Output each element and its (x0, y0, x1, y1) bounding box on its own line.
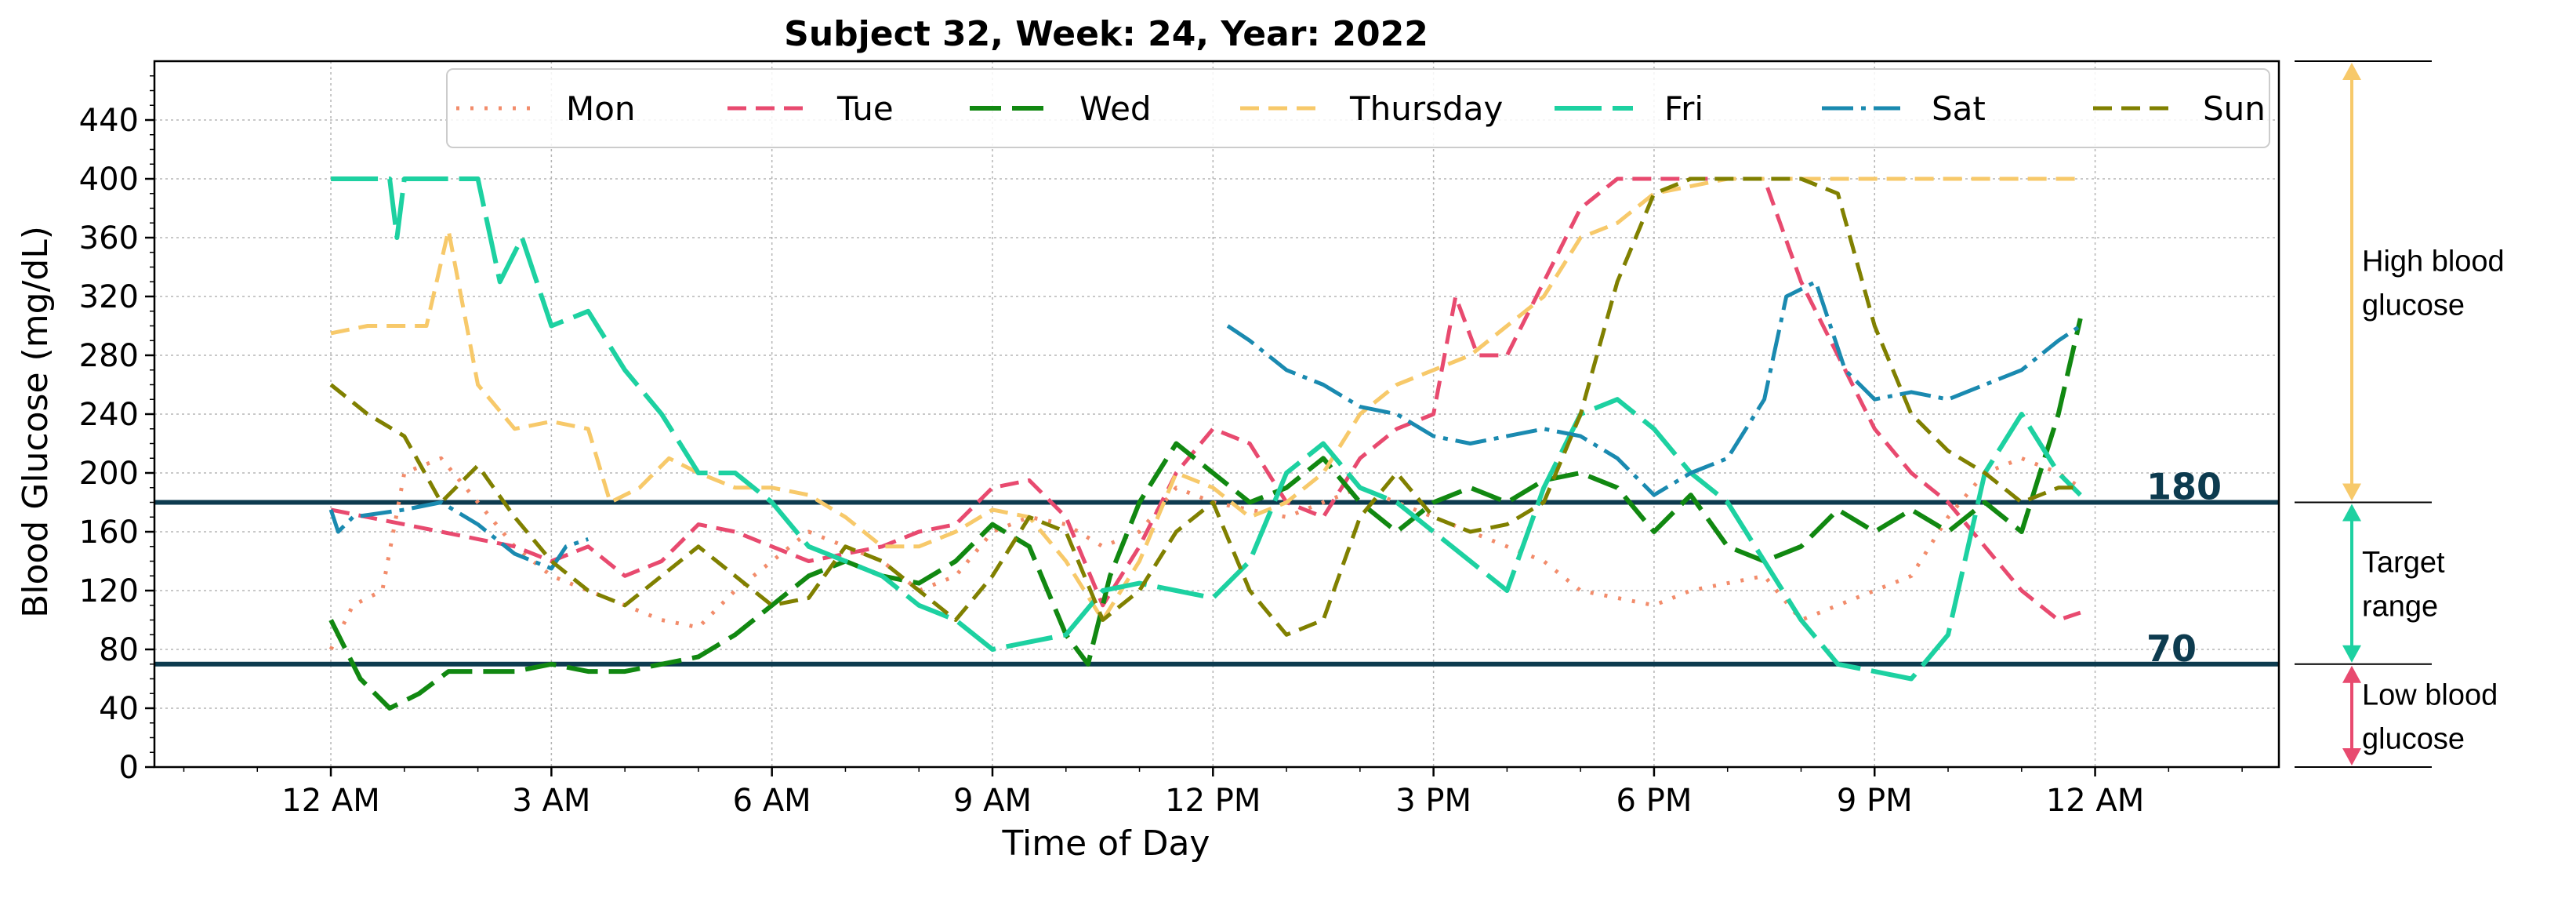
y-tick-label-8: 320 (79, 279, 139, 315)
legend-label-sun: Sun (2203, 89, 2266, 128)
y-tick-label-1: 40 (99, 691, 139, 727)
series-line-tue (330, 176, 2081, 622)
reference-label-70: 70 (2146, 627, 2197, 670)
legend-label-mon: Mon (566, 89, 636, 128)
legend: Mon Tue Wed Thursday Fri Sat Sun (446, 68, 2270, 148)
x-tick-label-6: 6 PM (1616, 783, 1693, 819)
y-tick-label-0: 0 (119, 750, 139, 786)
series-group (328, 176, 2083, 711)
range-arrow-head-top-0 (2342, 63, 2361, 80)
range-annotations: High blood glucose Target range Low blood glu… (2295, 60, 2505, 768)
grid (154, 61, 2279, 768)
x-tick-label-8: 12 AM (2046, 783, 2145, 819)
range-arrow-head-bottom-0 (2342, 483, 2361, 501)
series-line-sun (329, 176, 2081, 637)
series-line-wed (328, 318, 2083, 711)
series-line-sat (328, 279, 2082, 571)
y-tick-label-5: 200 (79, 456, 139, 492)
legend-box (446, 68, 2270, 148)
y-tick-label-9: 360 (79, 220, 139, 256)
legend-label-wed: Wed (1079, 89, 1152, 128)
y-tick-label-3: 120 (79, 573, 139, 609)
x-tick-label-3: 9 AM (953, 783, 1032, 819)
series-line-mon (328, 456, 2082, 651)
range-arrow-head-bottom-1 (2342, 645, 2361, 663)
range-label-0-1: glucose (2362, 289, 2465, 322)
x-tick-label-5: 3 PM (1395, 783, 1471, 819)
x-axis-title: Time of Day (1002, 824, 1210, 864)
reference-label-180: 180 (2146, 466, 2222, 508)
y-tick-label-4: 160 (79, 515, 139, 551)
legend-label-fri: Fri (1664, 89, 1703, 128)
x-tick-label-7: 9 PM (1837, 783, 1913, 819)
range-arrow-head-bottom-2 (2342, 748, 2361, 765)
x-tick-label-1: 3 AM (512, 783, 590, 819)
range-label-1-1: range (2362, 591, 2438, 624)
y-tick-label-6: 240 (79, 397, 139, 433)
legend-label-sat: Sat (1932, 89, 1986, 128)
y-tick-label-11: 440 (79, 103, 139, 139)
series-line-fri (331, 176, 2082, 682)
chart-title: Subject 32, Week: 24, Year: 2022 (784, 14, 1428, 54)
reference-labels: 180 70 (2146, 466, 2222, 670)
range-arrow-head-top-2 (2342, 665, 2361, 683)
range-label-2-0: Low blood (2362, 678, 2498, 711)
x-tick-label-0: 12 AM (281, 783, 380, 819)
range-arrow-head-top-1 (2342, 504, 2361, 522)
range-label-1-0: Target (2362, 547, 2445, 580)
y-tick-label-10: 400 (79, 162, 139, 198)
y-axis-title: Blood Glucose (mg/dL) (16, 226, 56, 618)
y-tick-label-7: 280 (79, 338, 139, 374)
x-tick-label-2: 6 AM (733, 783, 811, 819)
x-tick-label-4: 12 PM (1165, 783, 1261, 819)
range-label-2-1: glucose (2362, 722, 2465, 755)
y-tick-label-2: 80 (99, 632, 139, 668)
legend-label-tue: Tue (836, 89, 894, 128)
axes: 0 40 80 120 160 200 240 280 320 360 400 440 12 AM 3 A… (79, 60, 2280, 819)
series-line-thursday (330, 176, 2081, 622)
legend-label-thursday: Thursday (1349, 89, 1503, 128)
range-label-0-0: High blood (2362, 245, 2505, 278)
